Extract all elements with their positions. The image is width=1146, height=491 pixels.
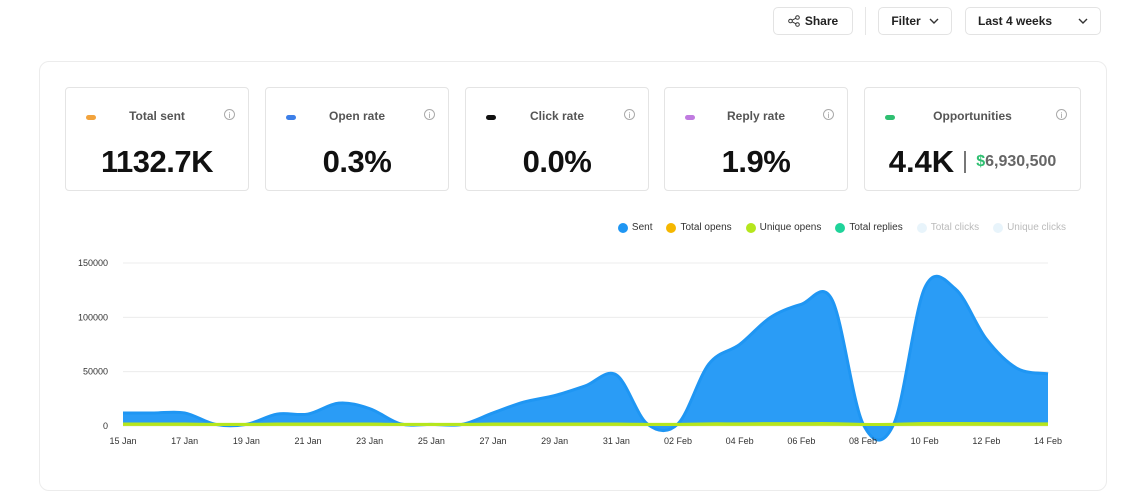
x-tick-label: 17 Jan (171, 436, 198, 446)
x-tick-label: 02 Feb (664, 436, 692, 446)
legend-label: Total clicks (930, 222, 980, 233)
info-icon[interactable]: i (823, 109, 834, 120)
y-tick-label: 50000 (83, 367, 108, 377)
legend-swatch (666, 222, 677, 233)
date-range-select[interactable]: Last 4 weeks (965, 7, 1101, 35)
y-tick-label: 150000 (78, 258, 108, 268)
stat-card-total-sent: Total sent i 1132.7K (65, 87, 249, 191)
click-rate-color-dot (486, 115, 496, 120)
share-label: Share (804, 14, 839, 28)
info-icon[interactable]: i (1056, 109, 1067, 120)
stat-card-open-rate: Open rate i 0.3% (265, 87, 449, 191)
legend-item-unique-clicks[interactable]: Unique clicks (993, 222, 1066, 233)
filter-button[interactable]: Filter (878, 7, 952, 35)
stat-card-value: 0.0% (522, 144, 592, 179)
info-icon[interactable]: i (424, 109, 435, 120)
x-tick-label: 14 Feb (1034, 436, 1062, 446)
x-tick-label: 08 Feb (849, 436, 877, 446)
x-tick-label: 12 Feb (972, 436, 1000, 446)
stat-card-label: Reply rate (726, 109, 786, 123)
x-tick-label: 06 Feb (787, 436, 815, 446)
stat-card-reply-rate: Reply rate i 1.9% (664, 87, 848, 191)
total-sent-color-dot (86, 115, 96, 120)
sent-area (123, 276, 1048, 441)
stat-card-label: Click rate (529, 109, 585, 123)
chevron-down-icon (929, 18, 939, 24)
opportunities-color-dot (885, 115, 895, 120)
opportunities-amount: 6,930,500 (985, 153, 1057, 170)
chevron-down-icon (1078, 18, 1088, 24)
legend-item-total-opens[interactable]: Total opens (666, 222, 732, 233)
reply-rate-color-dot (685, 115, 695, 120)
stat-card-value: 1132.7K (101, 144, 214, 179)
legend-item-sent[interactable]: Sent (617, 222, 653, 233)
x-tick-label: 04 Feb (726, 436, 754, 446)
legend-label: Unique clicks (1007, 222, 1066, 233)
legend-swatch (617, 222, 628, 233)
legend-item-total-replies[interactable]: Total replies (835, 222, 903, 233)
legend-item-unique-opens[interactable]: Unique opens (745, 222, 822, 233)
opportunities-count: 4.4K (888, 144, 955, 179)
legend-swatch (835, 222, 846, 233)
stat-card-label: Opportunities (933, 109, 1012, 123)
legend-label: Total replies (849, 222, 903, 233)
x-tick-label: 31 Jan (603, 436, 630, 446)
date-range-label: Last 4 weeks (978, 14, 1053, 28)
legend-label: Unique opens (759, 222, 822, 233)
legend-swatch (993, 222, 1004, 233)
stat-card-click-rate: Click rate i 0.0% (465, 87, 649, 191)
stat-card-value: 0.3% (322, 144, 392, 179)
legend-label: Total opens (680, 222, 732, 233)
legend-label: Sent (631, 222, 653, 233)
x-tick-label: 23 Jan (356, 436, 383, 446)
info-icon[interactable]: i (624, 109, 635, 120)
stat-card-label: Open rate (328, 109, 385, 123)
opportunities-value: $6,930,500 (976, 153, 1056, 171)
y-tick-label: 0 (103, 421, 108, 431)
sent-area-chart: 0 50000 100000 150000 15 Jan 17 Jan 19 Jan 21 J… (78, 258, 1062, 446)
legend-swatch (745, 222, 756, 233)
x-tick-label: 19 Jan (233, 436, 260, 446)
x-tick-label: 25 Jan (418, 436, 445, 446)
x-tick-label: 29 Jan (541, 436, 568, 446)
chart-legend: Sent Total opens Unique opens Total replies… (617, 222, 1066, 233)
open-rate-color-dot (286, 115, 296, 120)
y-tick-label: 100000 (78, 312, 108, 322)
stat-card-label: Total sent (129, 109, 185, 123)
stat-card-opportunities: Opportunities i 4.4K $6,930,500 (864, 87, 1081, 191)
toolbar: Share Filter Last 4 weeks (773, 7, 1101, 35)
legend-swatch (916, 222, 927, 233)
legend-item-total-clicks[interactable]: Total clicks (916, 222, 980, 233)
x-tick-label: 27 Jan (479, 436, 506, 446)
x-tick-label: 10 Feb (911, 436, 939, 446)
x-tick-label: 21 Jan (294, 436, 321, 446)
share-button[interactable]: Share (773, 7, 853, 35)
share-icon (788, 15, 800, 27)
x-tick-label: 15 Jan (109, 436, 136, 446)
stat-card-value: 1.9% (721, 144, 791, 179)
info-icon[interactable]: i (224, 109, 235, 120)
filter-label: Filter (891, 14, 921, 28)
currency-symbol: $ (976, 153, 986, 170)
sent-series-line (122, 274, 1049, 442)
stat-card-value: 4.4K $6,930,500 (865, 144, 1080, 180)
toolbar-divider (865, 7, 866, 35)
value-separator (964, 151, 967, 173)
unique-opens-series-line (122, 421, 1049, 426)
